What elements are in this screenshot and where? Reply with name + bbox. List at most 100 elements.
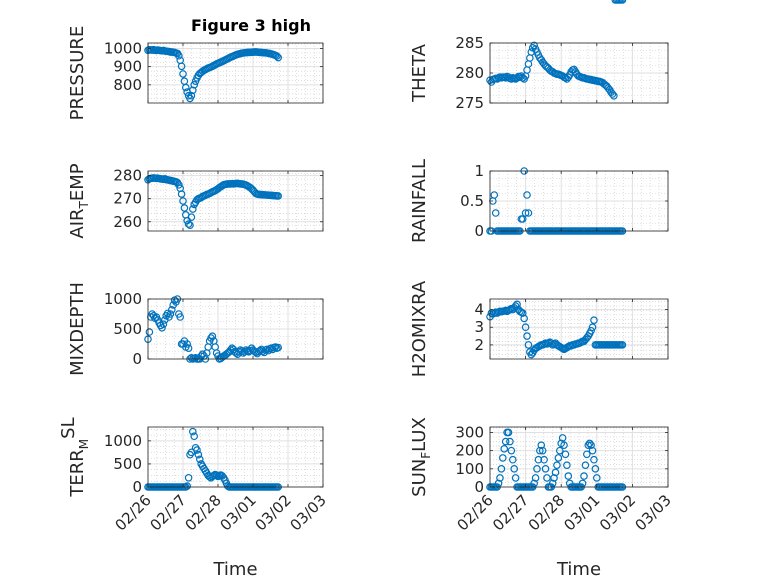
data-point [190, 81, 199, 89]
y-tick-label: 900 [113, 58, 142, 76]
data-point [240, 347, 249, 356]
y-tick-label: 2 [474, 336, 484, 354]
axes-box [489, 298, 669, 360]
data-point [523, 332, 531, 340]
x-tick-label: 03/01 [560, 491, 603, 534]
axes-box [147, 42, 324, 104]
y-tick-label: 3 [474, 318, 484, 336]
data-point [610, 92, 618, 100]
data-point [534, 455, 543, 464]
data-point [513, 74, 521, 82]
data-point [541, 465, 550, 473]
data-point [521, 323, 530, 332]
data-point [177, 62, 186, 71]
y-axis-label: PRESSURE [67, 26, 88, 121]
data-point [524, 209, 533, 217]
data-point [226, 346, 235, 354]
data-point [548, 479, 557, 488]
y-axis-label: H2OMIXRA [409, 280, 430, 377]
y-tick-label: 4 [474, 301, 484, 319]
data-point [491, 209, 500, 217]
data-point [189, 427, 197, 436]
x-tick-label: 02/26 [454, 491, 497, 534]
y-tick-label: 280 [113, 167, 142, 185]
data-point [510, 465, 519, 473]
data-point [517, 308, 526, 317]
panel-1: 275 280 285 THETA [409, 0, 669, 112]
y-tick-label: 270 [113, 190, 142, 208]
data-point [561, 450, 570, 459]
data-point [590, 455, 598, 464]
data-point [184, 220, 193, 228]
data-point [166, 310, 175, 318]
data-point [183, 482, 192, 490]
data-point [501, 437, 510, 446]
data-point [274, 192, 283, 200]
data-point [168, 305, 176, 314]
y-tick-label: 0 [474, 478, 484, 496]
panel-2: 260 270 280 AIRTEMP [67, 163, 324, 239]
data-point [274, 343, 283, 352]
y-tick-label: 200 [455, 442, 484, 460]
data-point [540, 455, 548, 464]
x-tick-label: 02/26 [112, 491, 155, 534]
data-point [179, 197, 187, 205]
data-point [521, 209, 530, 217]
axes-box [147, 426, 324, 488]
data-point [252, 348, 260, 357]
y-axis-label: RAINFALL [409, 159, 430, 243]
data-point [518, 309, 527, 317]
data-point [530, 41, 538, 50]
data-point [494, 479, 503, 488]
data-point [553, 461, 561, 469]
data-point [520, 314, 528, 323]
data-point [506, 305, 514, 314]
x-tick-label: 03/01 [217, 491, 260, 534]
y-tick-label: 0 [474, 222, 484, 240]
y-tick-label: 500 [113, 455, 142, 473]
data-point [507, 446, 516, 455]
data-point [533, 465, 541, 473]
data-point [585, 439, 594, 448]
data-point [263, 345, 271, 354]
data-point [158, 323, 166, 332]
data-point [235, 347, 243, 356]
data-point [179, 70, 187, 78]
x-tick-label: 02/28 [525, 491, 568, 534]
data-point [256, 346, 264, 355]
data-point [187, 91, 196, 100]
y-tick-label: 800 [113, 76, 142, 94]
x-tick-label: 03/03 [632, 491, 675, 534]
data-point [497, 465, 506, 473]
data-point [196, 455, 204, 464]
x-tick-label: 03/03 [287, 491, 330, 534]
data-point [496, 474, 504, 482]
data-point [543, 474, 551, 482]
data-point [584, 441, 593, 449]
data-point [189, 205, 197, 213]
data-point [536, 446, 544, 455]
x-tick-label: 03/02 [596, 491, 639, 534]
axes-box [489, 426, 669, 488]
data-point [511, 474, 520, 482]
y-tick-label: 0 [132, 350, 142, 368]
data-point [608, 90, 617, 98]
y-tick-label: 285 [455, 34, 484, 52]
data-point [212, 471, 221, 480]
data-point [499, 454, 507, 462]
data-point [208, 332, 217, 341]
data-point [187, 353, 196, 362]
y-tick-label: 100 [455, 460, 484, 478]
y-tick-label: 1 [474, 162, 484, 180]
data-point [189, 86, 197, 95]
x-tick-label: 02/27 [147, 491, 190, 534]
y-axis-label: SUNFLUX [409, 417, 433, 497]
data-point [588, 323, 597, 332]
data-point [186, 221, 194, 230]
data-point [550, 474, 558, 482]
data-point [500, 445, 509, 453]
y-tick-label: 500 [113, 320, 142, 338]
data-point [591, 465, 600, 473]
